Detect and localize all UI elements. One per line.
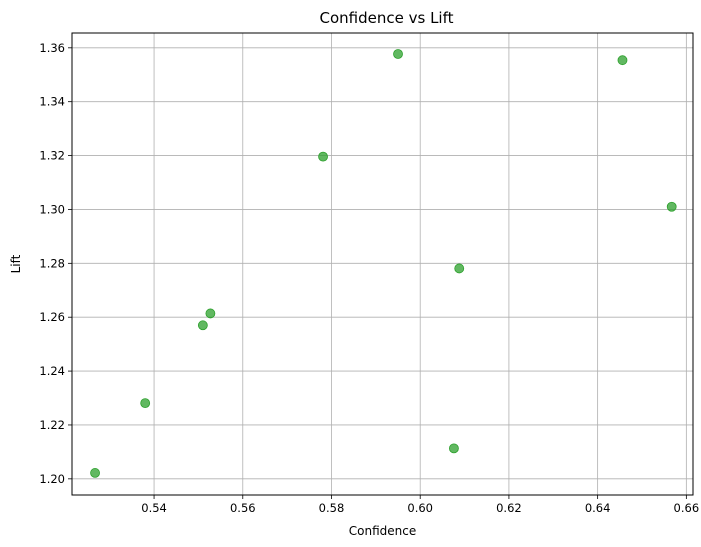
x-tick-label: 0.64 <box>585 501 611 515</box>
data-point <box>449 443 459 454</box>
y-axis-label: Lift <box>9 254 23 273</box>
chart-title: Confidence vs Lift <box>320 9 454 27</box>
data-point <box>393 49 403 59</box>
y-tick-label: 1.30 <box>39 202 65 216</box>
data-point <box>140 398 151 409</box>
ticks: 0.54 0.56 0.58 0.60 0.62 0.64 0.66 1.20 1.22 1.24… <box>39 41 699 515</box>
y-tick-label: 1.32 <box>39 149 65 163</box>
grid <box>72 33 693 495</box>
data-point <box>454 263 465 274</box>
data-point <box>197 320 208 331</box>
x-tick-label: 0.58 <box>319 501 345 515</box>
y-tick-label: 1.28 <box>39 256 65 270</box>
x-tick-label: 0.62 <box>496 501 522 515</box>
data-point <box>90 468 100 478</box>
y-tick-label: 1.34 <box>39 95 65 109</box>
x-tick-label: 0.56 <box>230 501 256 515</box>
data-points <box>90 49 677 478</box>
y-tick-label: 1.24 <box>39 364 65 378</box>
data-point <box>318 151 328 162</box>
data-point <box>617 55 628 66</box>
x-tick-label: 0.66 <box>674 501 700 515</box>
data-point <box>666 201 677 212</box>
x-tick-label: 0.54 <box>141 501 167 515</box>
x-tick-label: 0.60 <box>407 501 433 515</box>
y-tick-label: 1.20 <box>39 472 65 486</box>
y-tick-label: 1.36 <box>39 41 65 55</box>
y-tick-label: 1.22 <box>39 418 65 432</box>
x-axis-label: Confidence <box>349 524 416 538</box>
y-tick-label: 1.26 <box>39 310 65 324</box>
data-point <box>205 308 216 319</box>
plot-frame <box>71 32 694 496</box>
